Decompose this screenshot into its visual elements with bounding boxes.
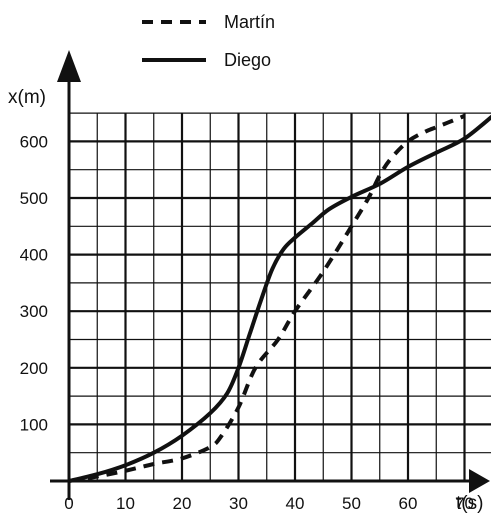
y-tick-label: 400 [20, 246, 48, 265]
y-tick-label: 300 [20, 302, 48, 321]
x-tick-label: 20 [173, 494, 192, 513]
legend-label: Diego [224, 50, 271, 70]
x-tick-label: 60 [399, 494, 418, 513]
legend-label: Martín [224, 12, 275, 32]
y-axis-label: x(m) [8, 87, 46, 108]
series-line-mart-n [68, 114, 466, 483]
x-tick-label: 30 [229, 494, 248, 513]
grid [69, 112, 491, 481]
x-axis-label: t(s) [456, 493, 483, 513]
series-line-diego [68, 114, 491, 483]
x-tick-label: 40 [286, 494, 305, 513]
x-tick-label: 0 [64, 494, 73, 513]
y-tick-label: 600 [20, 132, 48, 151]
y-tick-label: 500 [20, 189, 48, 208]
x-tick-label: 10 [116, 494, 135, 513]
series-lines [68, 114, 491, 483]
y-tick-label: 100 [20, 415, 48, 434]
y-axis-arrow [57, 50, 81, 82]
x-axis-arrow [469, 469, 490, 493]
tick-labels: 0 10 20 30 40 50 60 70 100 200 300 400 500 600 [20, 132, 474, 513]
legend: Martín Diego [142, 12, 275, 70]
x-tick-label: 50 [342, 494, 361, 513]
x-tick-label: 70 [455, 494, 474, 513]
y-tick-label: 200 [20, 359, 48, 378]
axes [50, 50, 490, 500]
